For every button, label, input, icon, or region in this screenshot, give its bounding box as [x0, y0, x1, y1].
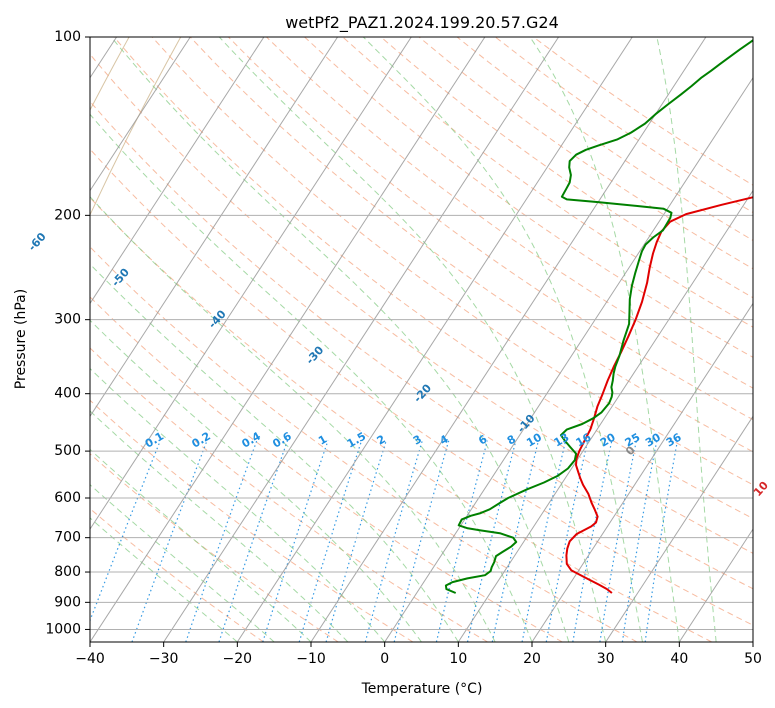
skewed-isotherm	[90, 37, 339, 418]
dry-adiabat	[342, 37, 753, 328]
dry-adiabat	[113, 37, 753, 520]
skewed-isotherm	[90, 37, 191, 192]
temperature-line	[565, 196, 753, 594]
moist-adiabat	[90, 367, 386, 642]
x-tick-label: 50	[744, 651, 762, 667]
mixing-ratio-line	[298, 440, 363, 642]
mixing-ratio-line	[262, 440, 329, 642]
chart-title: wetPf2_PAZ1.2024.199.20.57.G24	[285, 13, 559, 33]
mixing-ratio-line	[185, 440, 258, 642]
dewpoint-line	[444, 39, 753, 594]
y-tick-label: 900	[54, 594, 81, 610]
mixing-ratio-line	[131, 440, 208, 642]
y-axis-label: Pressure (hPa)	[13, 289, 29, 389]
skewed-isotherm	[90, 37, 486, 642]
grid-layer	[90, 37, 753, 642]
moist-adiabat	[362, 37, 643, 642]
dry-adiabat	[90, 196, 712, 642]
skewed-isotherm	[531, 302, 753, 642]
x-tick-label: −30	[149, 651, 179, 667]
mixing-ratio-line	[521, 440, 567, 642]
mixing-ratio-line	[545, 440, 589, 642]
moist-adiabat	[110, 37, 570, 642]
x-tick-label: 30	[597, 651, 615, 667]
skewed-isotherm	[90, 37, 412, 531]
skewed-isotherm	[310, 37, 707, 642]
mixing-ratio-line	[218, 440, 289, 642]
mixing-ratio-line	[572, 440, 613, 642]
y-tick-label: 600	[54, 490, 81, 506]
dry-adiabat	[90, 148, 753, 626]
y-tick-label: 300	[54, 312, 81, 328]
skewed-isotherm	[605, 415, 753, 642]
dry-adiabat	[90, 246, 638, 642]
moist-adiabat	[90, 410, 349, 642]
x-tick-label: 10	[449, 651, 467, 667]
skewed-isotherm	[384, 76, 753, 642]
y-tick-label: 200	[54, 207, 81, 223]
mixing-ratio-line	[491, 440, 540, 642]
x-tick-label: 20	[523, 651, 541, 667]
moist-adiabat	[656, 37, 717, 642]
y-tick-label: 400	[54, 386, 81, 402]
dry-adiabat	[151, 37, 753, 486]
skewed-isotherm	[457, 189, 753, 642]
y-tick-label: 800	[54, 564, 81, 580]
moist-adiabat	[90, 263, 459, 642]
skewed-isotherm	[90, 37, 265, 305]
plot-frame	[89, 36, 754, 643]
x-axis-label: Temperature (°C)	[361, 681, 483, 697]
series-layer	[444, 39, 753, 594]
dry-adiabat	[90, 296, 563, 642]
x-tick-label: 40	[670, 651, 688, 667]
y-tick-label: 100	[54, 29, 81, 45]
skewed-isotherm	[236, 37, 633, 642]
moist-adiabat	[218, 37, 607, 642]
x-tick-label: −20	[223, 651, 253, 667]
moist-adiabat	[529, 37, 680, 642]
x-tick-label: −10	[296, 651, 326, 667]
dry-adiabat	[304, 37, 753, 358]
moist-adiabat	[90, 319, 422, 642]
dry-adiabat	[266, 37, 753, 389]
skewed-isotherm	[163, 37, 560, 642]
moist-adiabat	[90, 517, 238, 642]
dry-adiabat	[90, 507, 264, 642]
dry-adiabat	[90, 347, 488, 642]
dry-adiabat	[90, 453, 339, 642]
y-tick-label: 700	[54, 530, 81, 546]
y-tick-label: 500	[54, 443, 81, 459]
mixing-ratio-line	[644, 440, 678, 642]
skewed-isotherm	[678, 528, 753, 642]
moist-adiabat	[90, 113, 533, 642]
x-tick-label: 0	[380, 651, 389, 667]
dry-adiabat	[90, 53, 753, 554]
moist-adiabat	[90, 484, 275, 642]
y-tick-label: 1000	[45, 621, 81, 637]
x-tick-label: −40	[75, 651, 105, 667]
dry-adiabat	[90, 100, 753, 590]
axes-layer: −40 −30 −20 −10 0 10 20 30 40 50 100 200 300 400 500 60…	[45, 29, 762, 667]
